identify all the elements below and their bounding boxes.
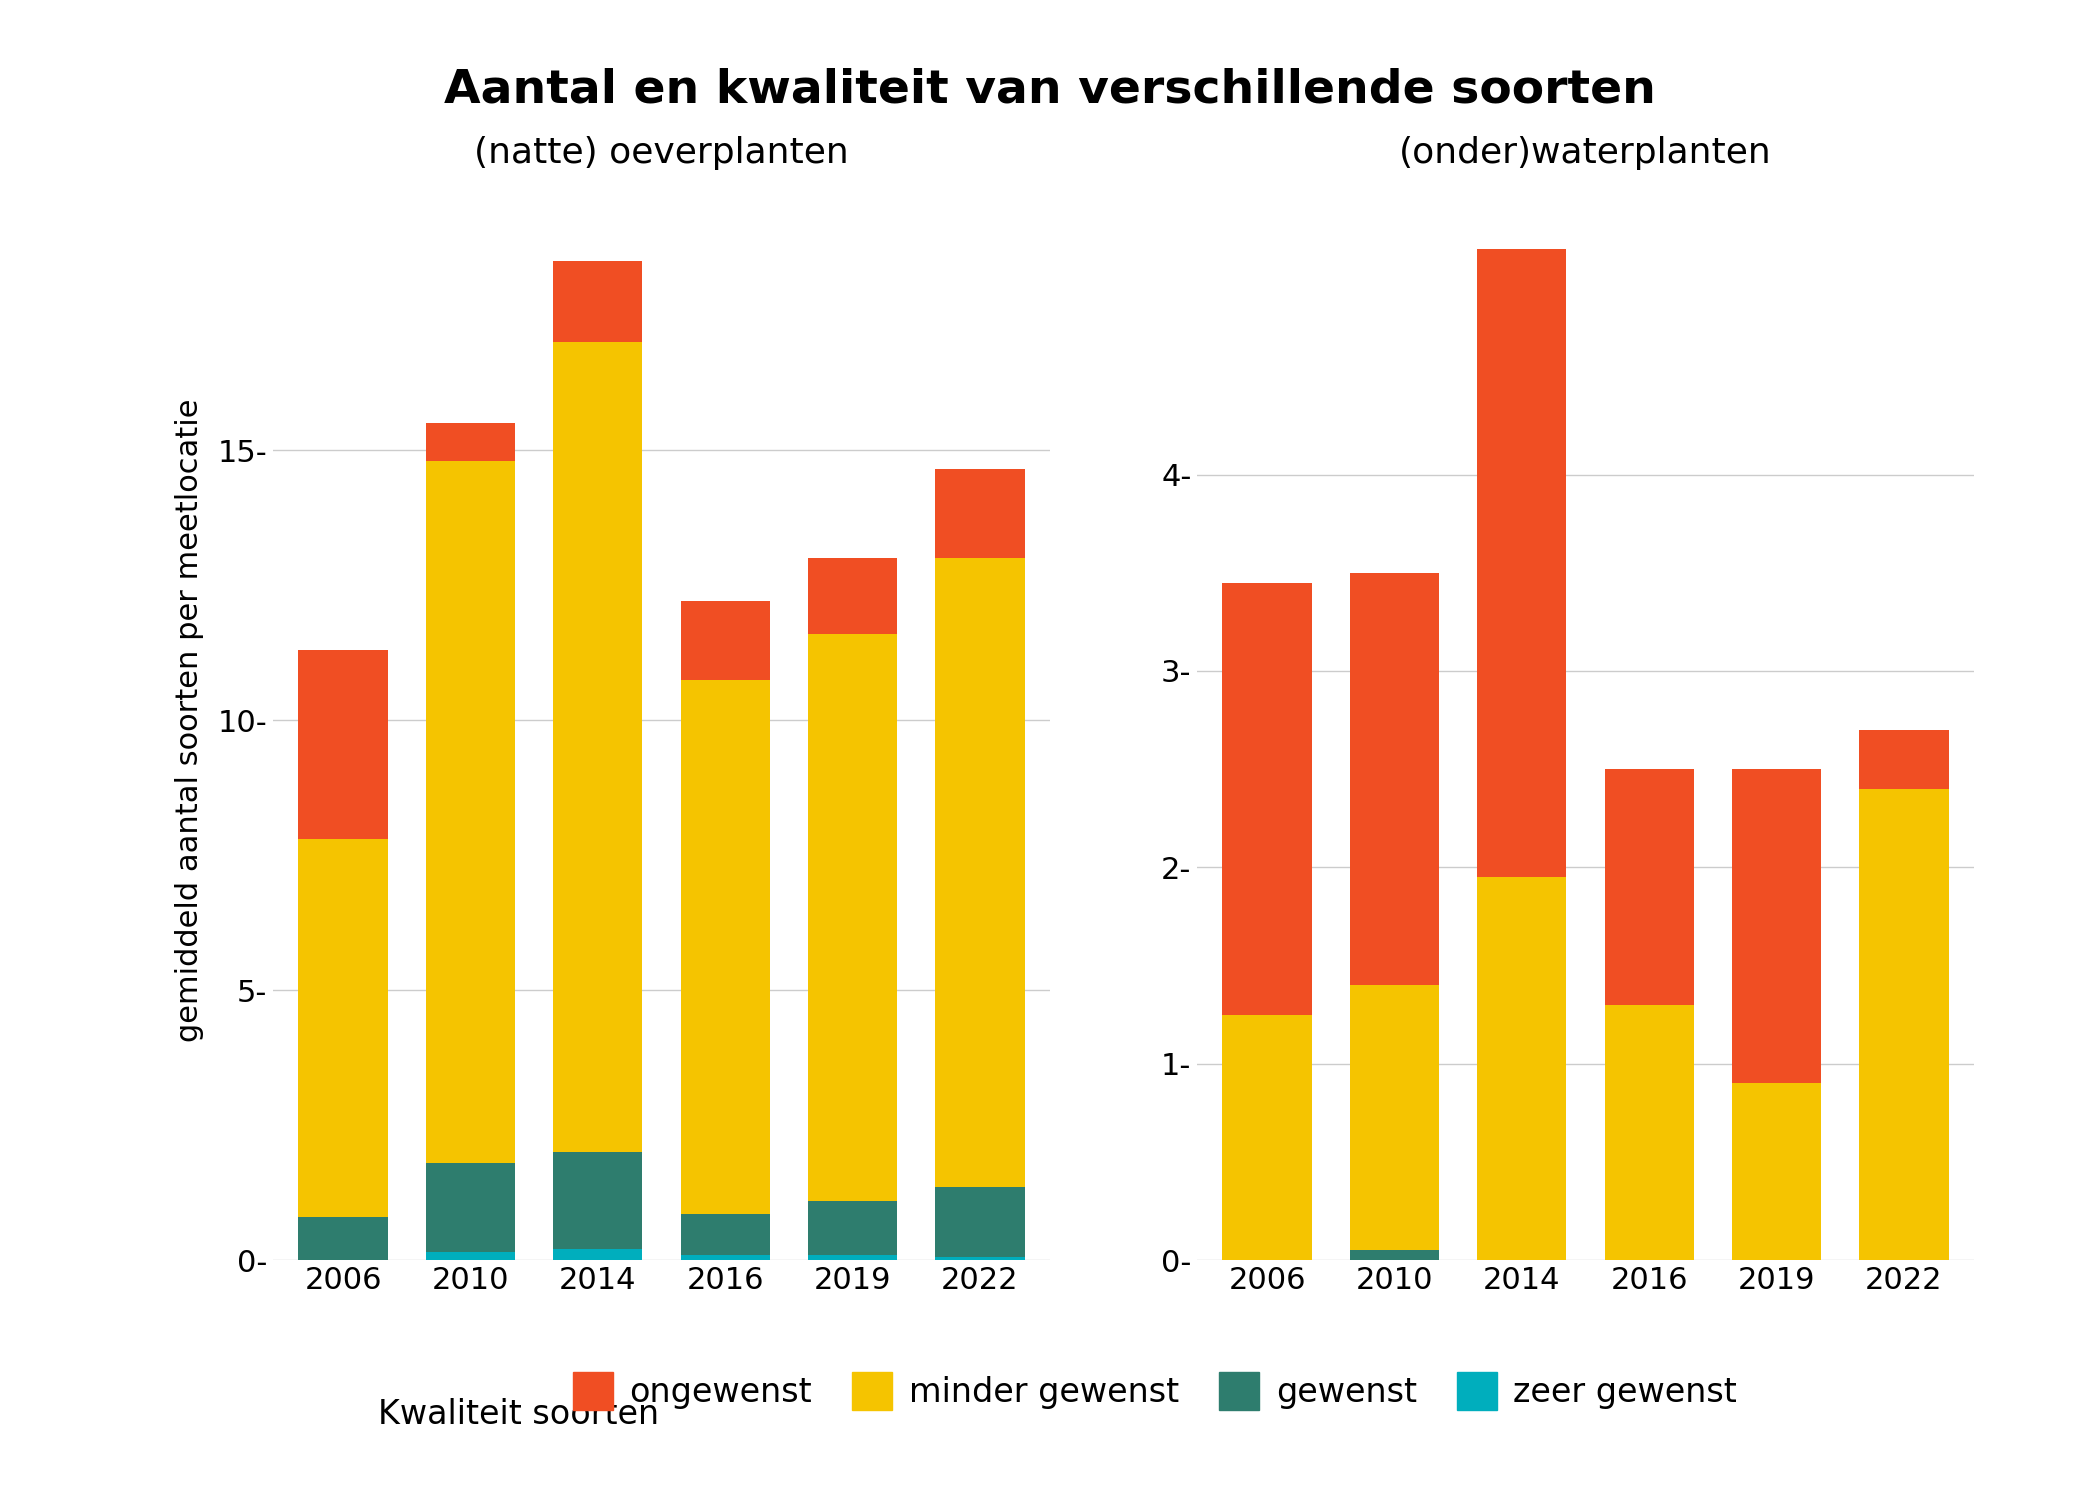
Bar xyxy=(1604,1005,1695,1260)
Bar xyxy=(1350,573,1438,986)
Bar xyxy=(1476,878,1567,1260)
Bar xyxy=(1604,770,1695,1005)
Bar xyxy=(1858,730,1949,789)
Bar xyxy=(934,1186,1025,1257)
Bar xyxy=(1858,789,1949,1260)
Bar xyxy=(808,1254,897,1260)
Bar xyxy=(552,1250,643,1260)
Text: Kwaliteit soorten: Kwaliteit soorten xyxy=(378,1398,659,1431)
Y-axis label: gemiddeld aantal soorten per meetlocatie: gemiddeld aantal soorten per meetlocatie xyxy=(174,399,204,1041)
Bar xyxy=(934,558,1025,1186)
Bar xyxy=(298,1216,388,1260)
Bar xyxy=(1222,582,1312,1014)
Bar xyxy=(934,470,1025,558)
Bar xyxy=(1476,249,1567,877)
Bar xyxy=(426,460,514,1162)
Bar xyxy=(552,1152,643,1250)
Bar xyxy=(1350,1250,1438,1260)
Bar xyxy=(1732,1083,1821,1260)
Bar xyxy=(1350,986,1438,1250)
Bar xyxy=(808,558,897,633)
Bar xyxy=(680,680,771,1214)
Bar xyxy=(298,839,388,1216)
Bar xyxy=(934,1257,1025,1260)
Bar xyxy=(1222,1014,1312,1260)
Title: (onder)waterplanten: (onder)waterplanten xyxy=(1399,136,1772,171)
Bar xyxy=(1732,770,1821,1083)
Bar xyxy=(426,1162,514,1252)
Bar xyxy=(808,633,897,1200)
Bar xyxy=(552,261,643,342)
Bar xyxy=(680,1214,771,1254)
Bar xyxy=(808,1200,897,1254)
Bar xyxy=(298,650,388,839)
Bar xyxy=(552,342,643,1152)
Bar xyxy=(426,423,514,460)
Legend: ongewenst, minder gewenst, gewenst, zeer gewenst: ongewenst, minder gewenst, gewenst, zeer… xyxy=(559,1358,1751,1424)
Bar xyxy=(680,602,771,680)
Title: (natte) oeverplanten: (natte) oeverplanten xyxy=(475,136,848,171)
Bar xyxy=(426,1252,514,1260)
Bar xyxy=(680,1254,771,1260)
Text: Aantal en kwaliteit van verschillende soorten: Aantal en kwaliteit van verschillende so… xyxy=(443,68,1657,112)
